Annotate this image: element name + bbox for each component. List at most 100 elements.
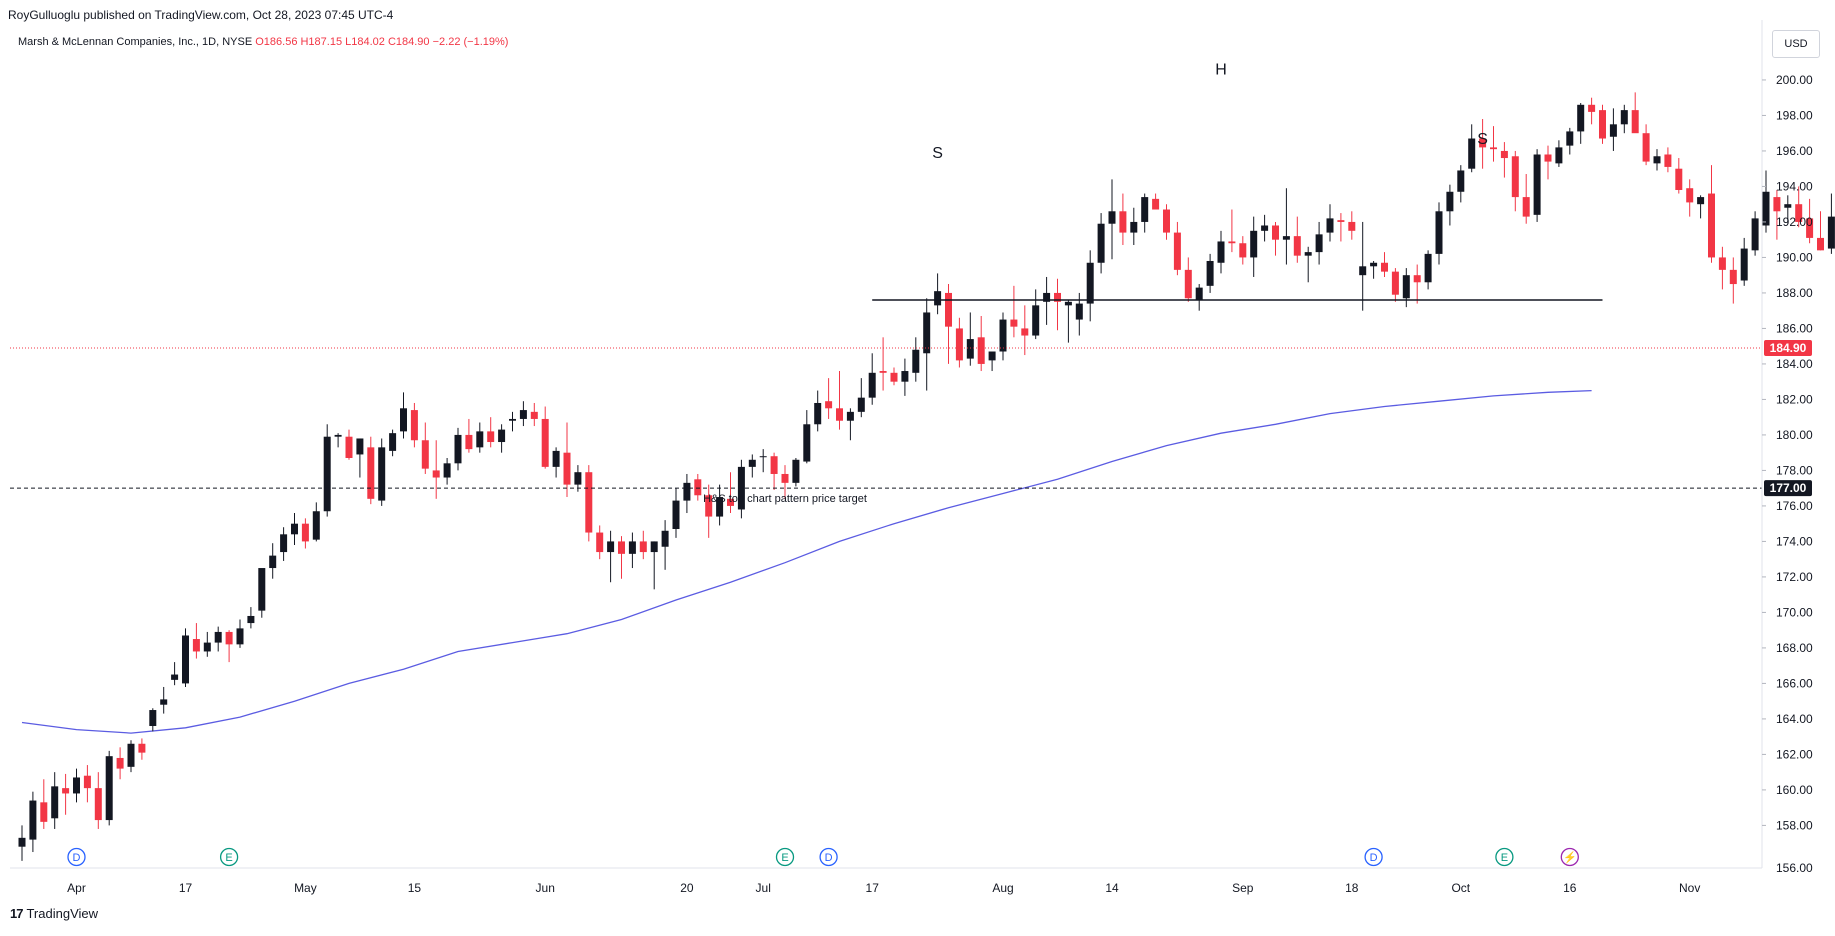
earnings-marker-icon[interactable]: E <box>777 849 794 866</box>
candle-body <box>346 437 353 458</box>
candle-body <box>171 675 178 680</box>
candle <box>585 465 592 541</box>
candle-body <box>1719 257 1726 269</box>
price-tick-label: 178.00 <box>1776 463 1813 477</box>
candle-body <box>509 419 516 421</box>
candle-body <box>62 788 69 793</box>
candle-body <box>40 802 47 822</box>
candle-body <box>618 541 625 553</box>
target-price-label: 177.00 <box>1770 481 1807 495</box>
candle-body <box>847 412 854 421</box>
candle-body <box>1381 263 1388 272</box>
candle-body <box>1327 218 1334 232</box>
candle-body <box>1675 169 1682 190</box>
currency-button[interactable]: USD <box>1772 30 1820 58</box>
date-tick-label: 17 <box>866 881 880 895</box>
date-tick-label: 16 <box>1563 881 1577 895</box>
candle <box>792 458 799 486</box>
candle-body <box>160 699 167 704</box>
split-or-event-marker-icon[interactable]: ⚡ <box>1561 849 1578 866</box>
candle-body <box>1512 156 1519 197</box>
candle-body <box>934 291 941 305</box>
price-tick-label: 182.00 <box>1776 392 1813 406</box>
candle-body <box>433 470 440 477</box>
candle-body <box>138 744 145 753</box>
candle-body <box>1261 225 1268 230</box>
candle-body <box>1218 241 1225 262</box>
candle-body <box>1348 222 1355 231</box>
last-price-label: 184.90 <box>1770 341 1807 355</box>
candle-body <box>106 756 113 820</box>
candle-body <box>1239 243 1246 257</box>
candle-body <box>792 460 799 483</box>
date-tick-label: 17 <box>179 881 193 895</box>
candle-body <box>1468 139 1475 169</box>
candle-body <box>651 541 658 552</box>
candle <box>1534 149 1541 222</box>
candle-body <box>1305 252 1312 256</box>
candle-body <box>1817 238 1824 250</box>
candle-body <box>378 447 385 500</box>
price-tick-label: 172.00 <box>1776 570 1813 584</box>
candle-body <box>891 373 898 382</box>
price-tick-label: 162.00 <box>1776 747 1813 761</box>
candle <box>258 568 265 618</box>
candle-body <box>1163 210 1170 233</box>
candle-body <box>258 568 265 611</box>
candle-body <box>945 293 952 327</box>
candle-body <box>1763 192 1770 226</box>
earnings-marker-icon[interactable]: E <box>1496 849 1513 866</box>
candle-body <box>476 431 483 447</box>
candle-body <box>1730 270 1737 284</box>
price-tick-label: 184.00 <box>1776 357 1813 371</box>
candle-body <box>465 435 472 449</box>
candle-body <box>1425 254 1432 282</box>
candle-body <box>400 408 407 431</box>
price-tick-label: 180.00 <box>1776 428 1813 442</box>
dividend-marker-icon[interactable]: D <box>68 849 85 866</box>
dividend-marker-icon[interactable]: D <box>1365 849 1382 866</box>
price-tick-label: 188.00 <box>1776 286 1813 300</box>
candle-body <box>1272 225 1279 239</box>
dividend-marker-icon[interactable]: D <box>820 849 837 866</box>
event-marker-label: ⚡ <box>1563 851 1577 864</box>
candle-body <box>1109 211 1116 223</box>
candle-body <box>1196 288 1203 300</box>
price-tick-label: 160.00 <box>1776 783 1813 797</box>
candle-body <box>1697 197 1704 204</box>
candle-body <box>1228 241 1235 243</box>
candle-body <box>1577 105 1584 132</box>
candle-body <box>269 556 276 568</box>
candle-body <box>182 635 189 683</box>
candle-body <box>1359 266 1366 275</box>
symbol-legend[interactable]: Marsh & McLennan Companies, Inc., 1D, NY… <box>18 36 508 48</box>
price-tick-label: 200.00 <box>1776 73 1813 87</box>
candle-body <box>1010 320 1017 327</box>
candle <box>106 751 113 826</box>
event-marker-label: E <box>225 852 232 864</box>
candle-body <box>51 786 58 818</box>
candle-body <box>455 435 462 463</box>
candle-body <box>869 373 876 398</box>
candle-body <box>542 419 549 467</box>
earnings-marker-icon[interactable]: E <box>221 849 238 866</box>
candle-body <box>694 479 701 495</box>
candle-body <box>1250 231 1257 258</box>
candle-body <box>1185 270 1192 298</box>
candle-body <box>237 628 244 644</box>
candle-body <box>1283 236 1290 240</box>
candle-body <box>803 424 810 461</box>
candle-body <box>389 433 396 451</box>
candle-body <box>1021 328 1028 335</box>
candle-body <box>367 447 374 498</box>
tradingview-brand[interactable]: 17 TradingView <box>10 906 98 921</box>
candle-body <box>356 438 363 454</box>
candle-body <box>760 456 767 457</box>
candle-body <box>1545 154 1552 161</box>
candle-body <box>1370 263 1377 267</box>
candle-body <box>335 435 342 437</box>
candle-body <box>1686 188 1693 202</box>
date-tick-label: Jul <box>756 881 771 895</box>
event-marker-label: D <box>825 852 833 864</box>
